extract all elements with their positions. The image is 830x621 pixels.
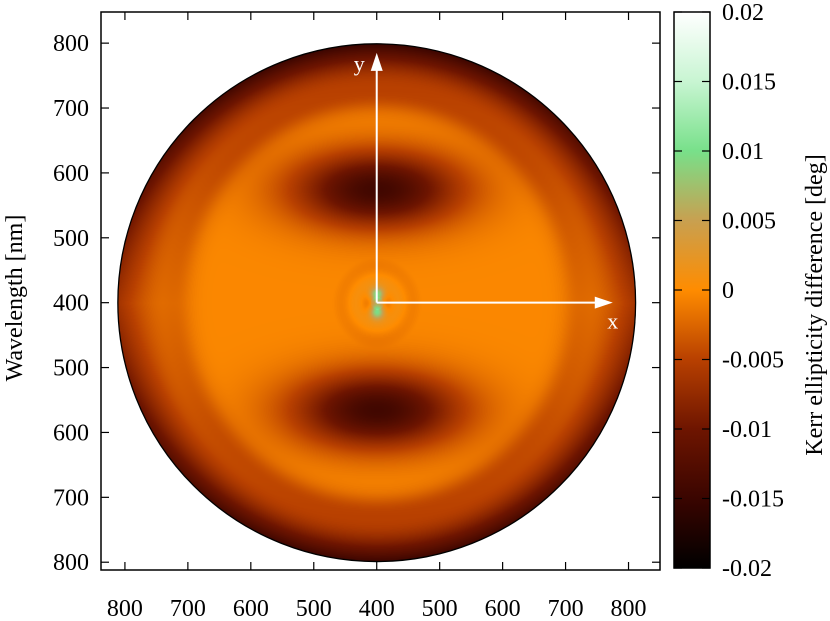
y-tick-label: 400 <box>53 291 89 317</box>
x-tick-label: 600 <box>233 596 269 621</box>
x-tick-label: 600 <box>485 596 521 621</box>
colorbar-tick-label: -0.02 <box>722 556 772 582</box>
y-axis-label: Wavelength [nm] <box>2 215 28 382</box>
colorbar-tick-label: 0.015 <box>722 70 776 96</box>
y-tick-label: 800 <box>53 550 89 576</box>
x-tick-label: 700 <box>170 596 206 621</box>
disk-outline <box>117 43 637 563</box>
x-axis-ticks: 800 700 600 500 400 500 600 700 800 <box>107 12 647 621</box>
colorbar: 0.02 0.015 0.01 0.005 0 -0.005 -0.01 -0.015 -0.0… <box>673 0 828 582</box>
colorbar-ticks: 0.02 0.015 0.01 0.005 0 -0.005 -0.01 -0.015 -0.0… <box>674 0 784 582</box>
y-tick-label: 600 <box>53 420 89 446</box>
x-arrow-label: x <box>607 309 618 334</box>
colorbar-tick-label: 0 <box>722 278 734 304</box>
x-tick-label: 500 <box>296 596 332 621</box>
colorbar-tick-label: -0.005 <box>722 348 784 374</box>
x-tick-label: 500 <box>422 596 458 621</box>
colorbar-label: Kerr ellipticity difference [deg] <box>802 154 828 455</box>
colorbar-tick-label: 0.005 <box>722 209 776 235</box>
x-arrow-head <box>594 296 613 309</box>
colorbar-tick-label: 0.01 <box>722 139 764 165</box>
y-tick-label: 800 <box>53 31 89 57</box>
y-tick-label: 500 <box>53 226 89 252</box>
y-axis-ticks: 800 700 600 500 400 500 600 700 800 <box>53 31 660 576</box>
x-tick-label: 800 <box>107 596 143 621</box>
plot-area: 800 700 600 500 400 500 600 700 800 800 700 600 500… <box>53 11 661 621</box>
colorbar-tick-label: 0.02 <box>722 0 764 26</box>
y-arrow-head <box>370 52 383 71</box>
y-tick-label: 700 <box>53 96 89 122</box>
y-tick-label: 600 <box>53 161 89 187</box>
x-tick-label: 400 <box>359 596 395 621</box>
y-arrow-label: y <box>354 51 365 76</box>
x-tick-label: 700 <box>548 596 584 621</box>
x-tick-label: 800 <box>611 596 647 621</box>
colorbar-tick-label: -0.01 <box>722 417 772 443</box>
axis-arrows: yx <box>354 51 619 334</box>
colorbar-tick-label: -0.015 <box>722 487 784 513</box>
y-tick-label: 700 <box>53 485 89 511</box>
y-tick-label: 500 <box>53 356 89 382</box>
